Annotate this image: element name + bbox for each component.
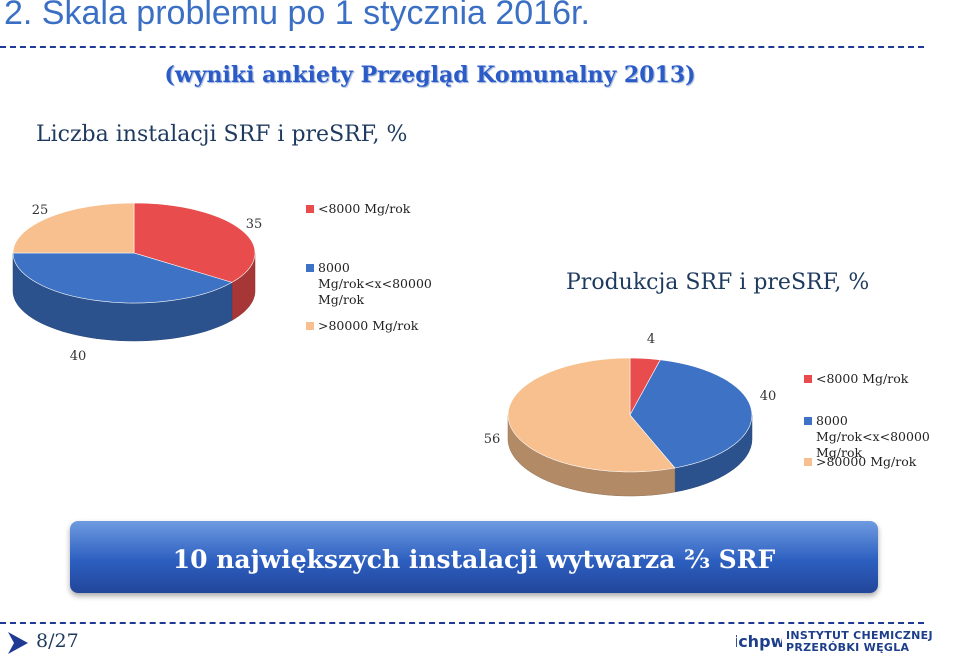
pie2-value-label: 40 [760,389,777,404]
subtitle: (wyniki ankiety Przegląd Komunalny 2013) [164,62,696,88]
pie1-value-label: 40 [70,349,87,364]
pie1-slice [12,252,233,304]
chart2-title: Produkcja SRF i preSRF, % [566,270,870,295]
pie1-slice [12,202,135,254]
legend1-item: >80000 Mg/rok [306,318,466,334]
top-divider [0,46,924,48]
legend1-swatch [306,205,314,213]
legend2-swatch [804,375,812,383]
pie2-value-label: 56 [484,432,501,447]
logo-text: ichpw [736,632,782,651]
legend2-label: <8000 Mg/rok [816,371,909,386]
legend1-label: <8000 Mg/rok [318,201,411,216]
slide-title: 2. Skala problemu po 1 stycznia 2016r. [4,0,590,32]
chart1-title: Liczba instalacji SRF i preSRF, % [36,122,408,147]
pie2-value-label: 4 [647,332,655,347]
legend2-swatch [804,458,812,466]
legend2-swatch [804,417,812,425]
nav-arrow-icon[interactable] [6,630,30,656]
legend2-item: 8000 Mg/rok<x<80000 Mg/rok [804,413,958,461]
pie1-value-label: 35 [246,217,263,232]
legend1-swatch [306,264,314,272]
pie2-slice [507,357,676,473]
banner-text: 10 największych instalacji wytwarza ⅔ SR… [172,545,776,574]
org-name-line2: PRZERÓBKI WĘGLA [786,641,910,654]
pie-charts: 35 40 25 4 40 56 [12,202,777,497]
legend2-item: >80000 Mg/rok [804,454,958,470]
legend2-label: >80000 Mg/rok [816,454,917,469]
legend1-label: >80000 Mg/rok [318,318,419,333]
legend1-item: <8000 Mg/rok [306,201,466,217]
ichpw-logo-icon: ichpw [736,630,782,652]
pie1-value-label: 25 [32,203,49,218]
legend1-swatch [306,322,314,330]
org-name-line1: INSTYTUT CHEMICZNEJ [786,629,933,642]
bottom-divider [0,622,924,624]
pie1-slice [133,202,256,283]
legend1-item: 8000 Mg/rok<x<80000 Mg/rok [306,260,466,308]
org-name: INSTYTUT CHEMICZNEJ PRZERÓBKI WĘGLA [786,630,933,654]
legend2-label: 8000 Mg/rok<x<80000 Mg/rok [816,413,930,460]
pie2-slice [629,359,753,469]
legend2-item: <8000 Mg/rok [804,371,958,387]
page-number: 8/27 [36,630,79,652]
highlight-banner: 10 największych instalacji wytwarza ⅔ SR… [70,521,878,593]
legend1-label: 8000 Mg/rok<x<80000 Mg/rok [318,260,432,307]
